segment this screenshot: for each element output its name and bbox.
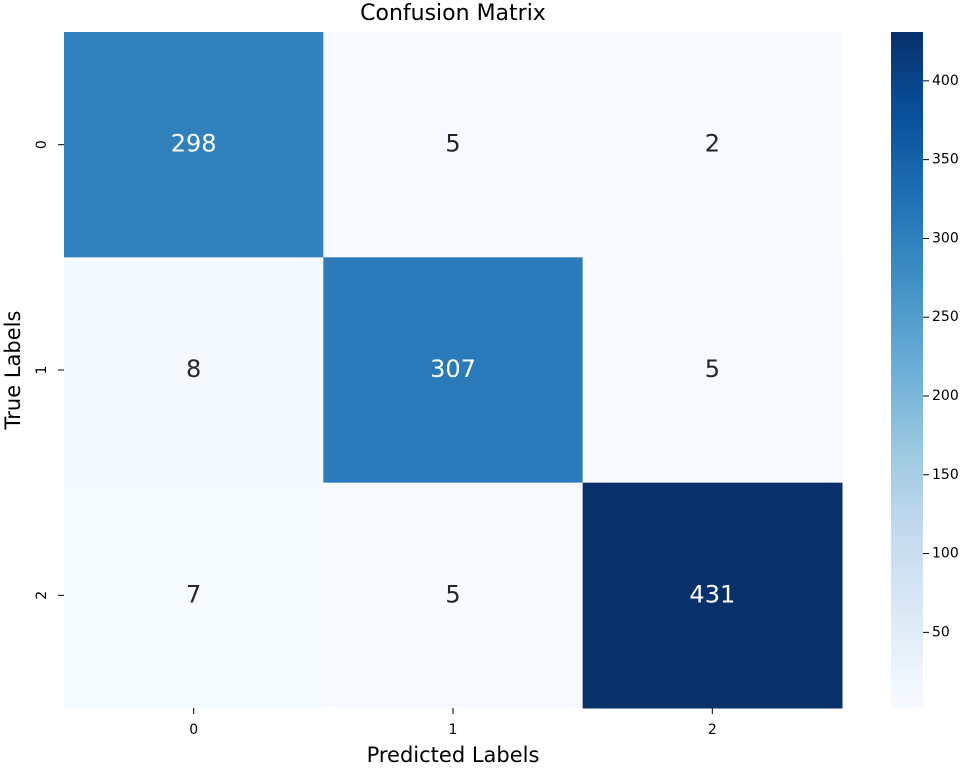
y-tick-label: 0	[34, 140, 50, 149]
cell	[582, 257, 843, 484]
cell	[323, 257, 584, 484]
cell-label: 431	[689, 580, 735, 608]
colorbar-tick-label: 300	[932, 230, 959, 246]
chart-title: Confusion Matrix	[360, 1, 546, 26]
x-axis-label: Predicted Labels	[367, 743, 540, 767]
y-axis-label: True Labels	[1, 311, 25, 431]
x-tick-label: 1	[449, 722, 458, 738]
cell	[323, 482, 584, 709]
cell	[64, 257, 324, 484]
cell-label: 298	[171, 130, 217, 158]
cell	[582, 482, 843, 709]
cell-label: 5	[445, 130, 460, 158]
cell	[64, 32, 324, 258]
cell	[582, 32, 843, 258]
x-tick-label: 0	[189, 722, 198, 738]
colorbar	[891, 32, 923, 708]
cell-label: 8	[186, 355, 201, 383]
colorbar-tick-label: 200	[932, 388, 959, 404]
colorbar-tick-label: 350	[932, 152, 959, 168]
y-tick-label: 1	[34, 366, 50, 375]
y-tick-label: 2	[34, 591, 50, 600]
colorbar-tick-label: 150	[932, 467, 959, 483]
x-tick-label: 2	[708, 722, 717, 738]
cell-label: 7	[186, 580, 201, 608]
colorbar-tick-label: 250	[932, 309, 959, 325]
cell	[64, 482, 324, 709]
colorbar-tick-label: 100	[932, 546, 959, 562]
colorbar-tick-label: 50	[932, 624, 950, 640]
cell-label: 2	[705, 130, 720, 158]
cell-label: 5	[445, 580, 460, 608]
cell-label: 5	[705, 355, 720, 383]
colorbar-tick-label: 400	[932, 73, 959, 89]
cell-label: 307	[430, 355, 476, 383]
cell	[323, 32, 584, 258]
